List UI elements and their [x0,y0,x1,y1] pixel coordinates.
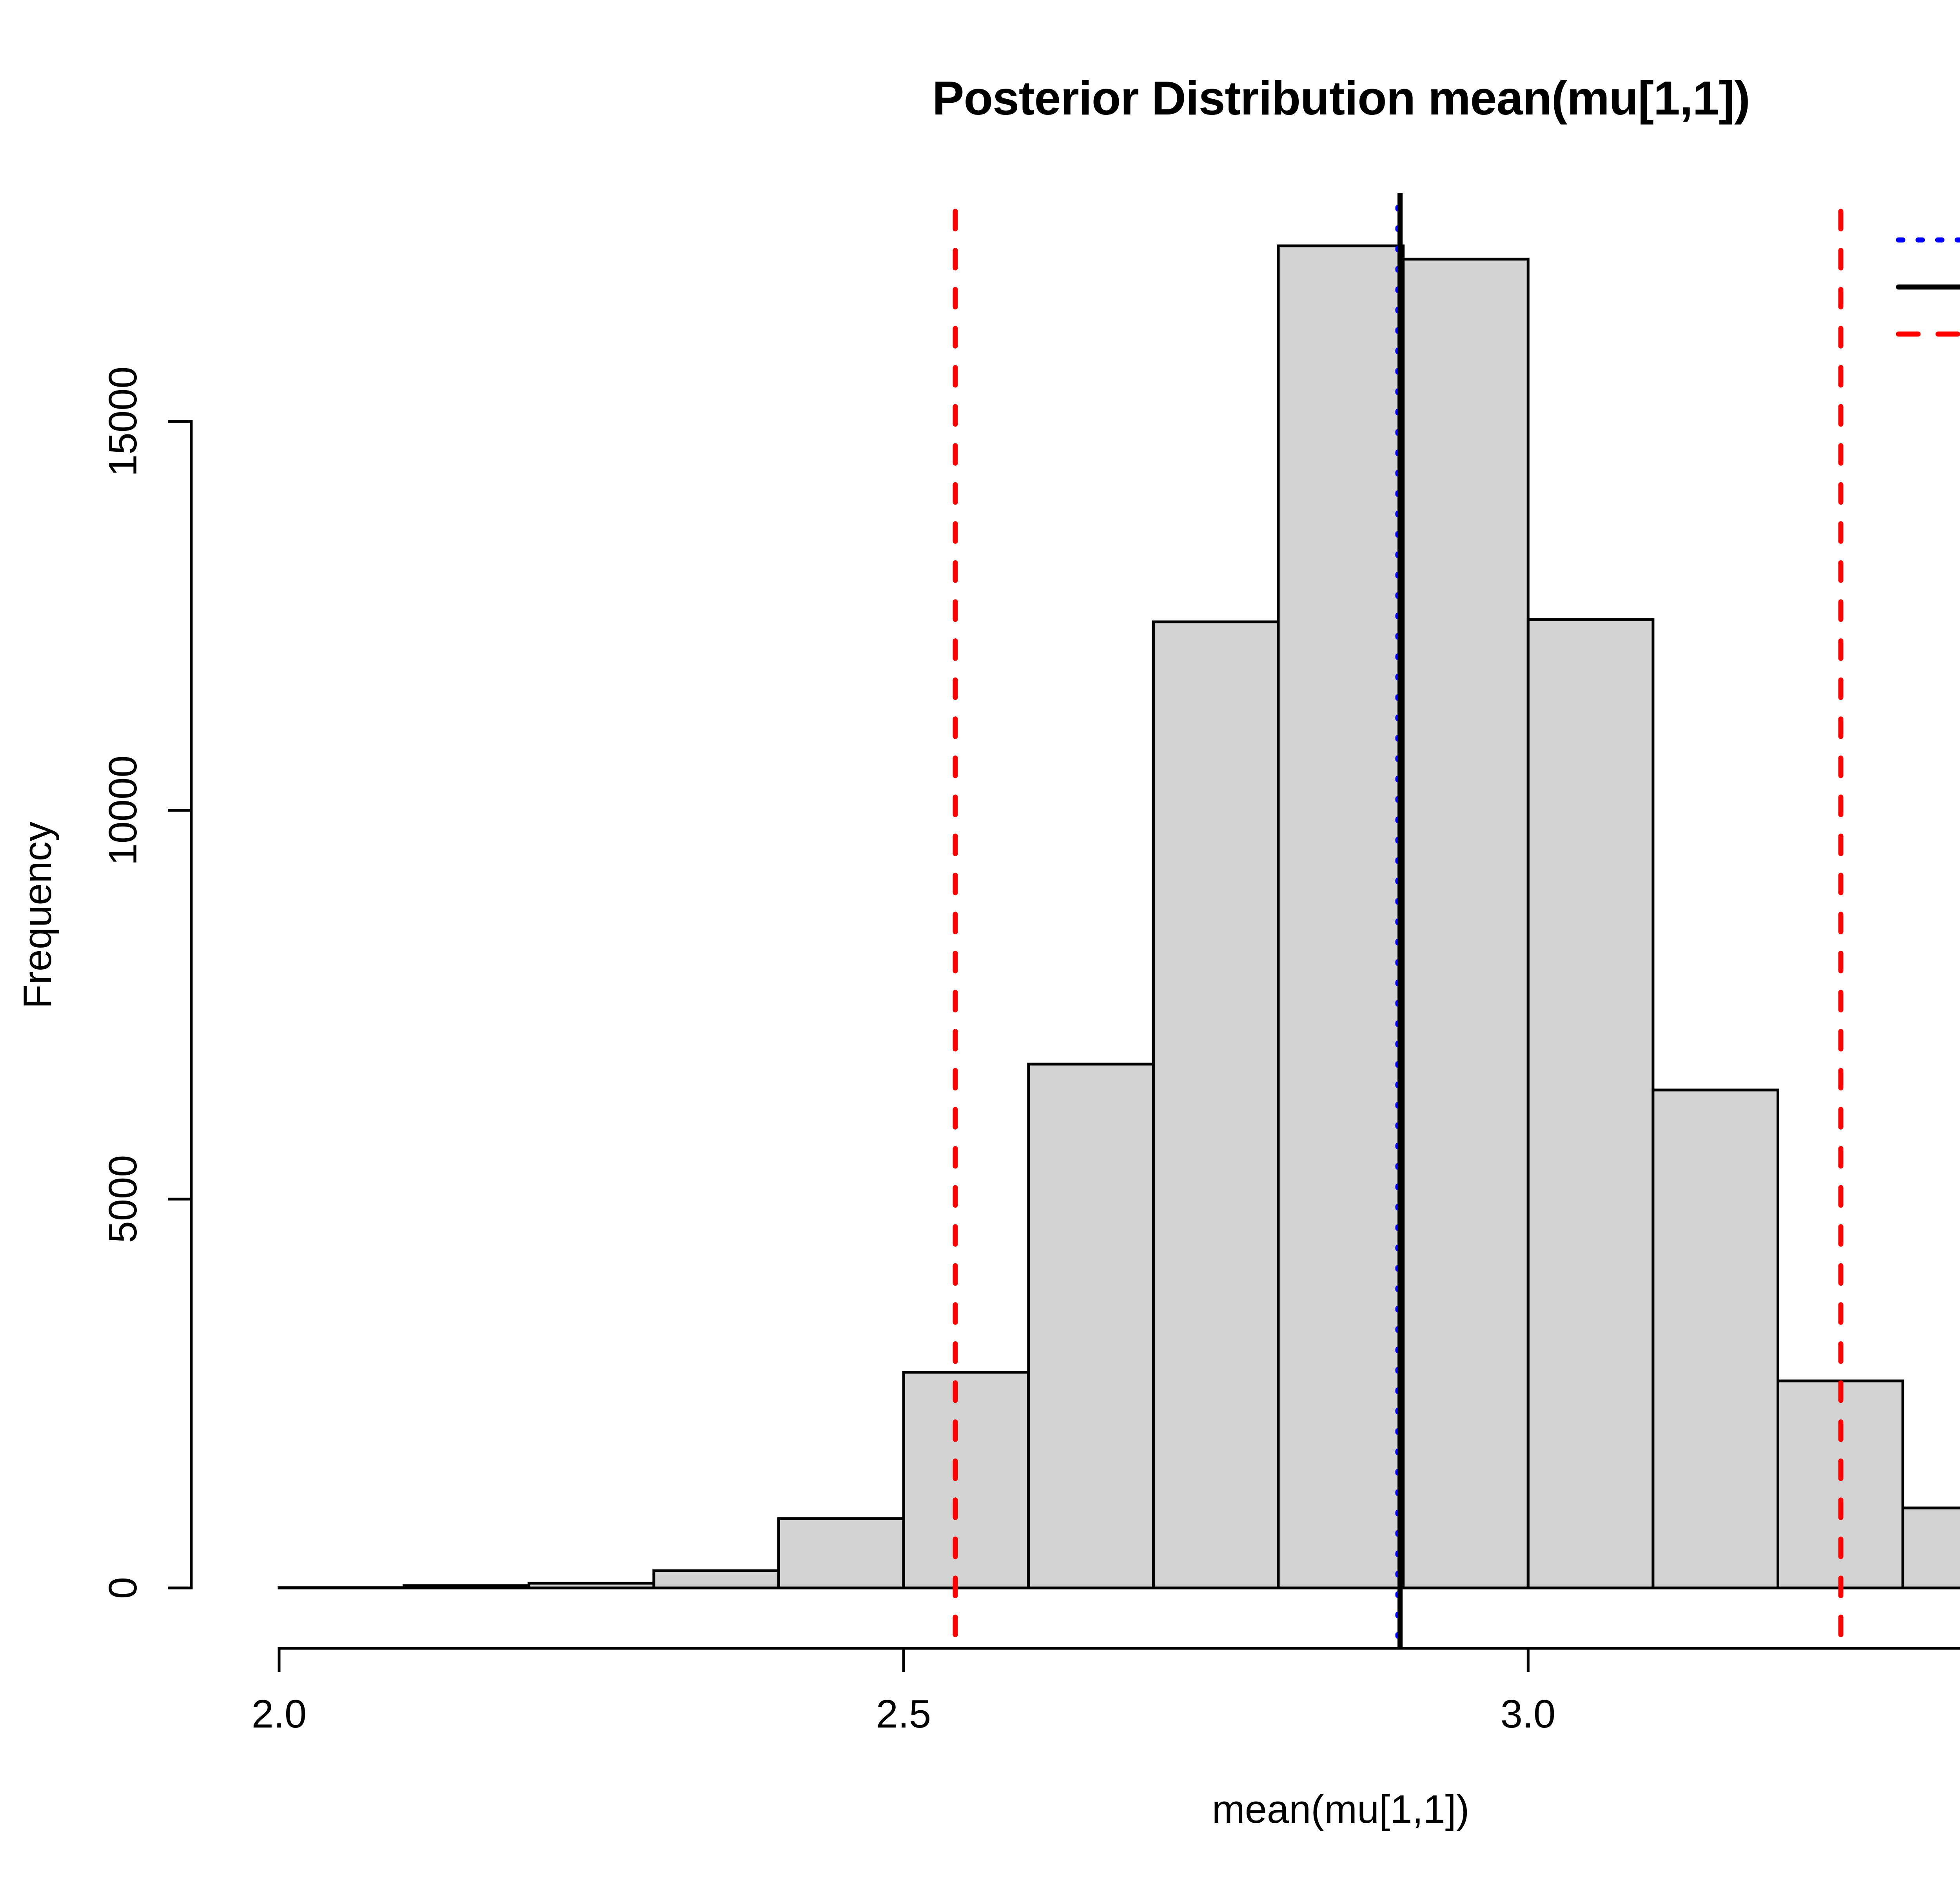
svg-text:15000: 15000 [101,367,145,477]
svg-text:Frequency: Frequency [16,821,60,1009]
svg-text:3.0: 3.0 [1501,1692,1555,1736]
svg-text:0: 0 [101,1577,145,1599]
svg-text:10000: 10000 [101,756,145,866]
svg-text:2.5: 2.5 [876,1692,931,1736]
svg-text:2.0: 2.0 [252,1692,307,1736]
svg-text:Posterior Distribution mean(mu: Posterior Distribution mean(mu[1,1]) [932,71,1750,125]
svg-text:mean(mu[1,1]): mean(mu[1,1]) [1212,1788,1470,1831]
svg-text:5000: 5000 [101,1155,145,1243]
